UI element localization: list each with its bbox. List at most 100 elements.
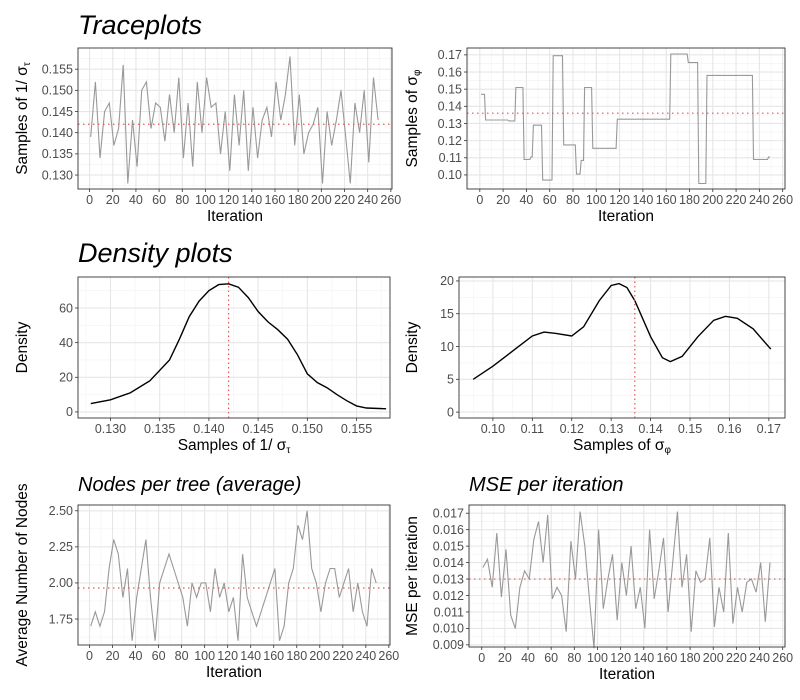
y-tick-label: 0.015: [433, 539, 464, 553]
x-tick-label: 20: [106, 193, 120, 207]
panel-background: [459, 277, 785, 418]
x-axis-title: Samples of σφ: [573, 437, 671, 456]
x-tick-label: 120: [218, 193, 239, 207]
panel-border: [458, 276, 786, 419]
panel-density_phi: 0.10 0.11 0.12 0.13 0.14 0.15 0.16 0.17 0 5 10 15 20…: [404, 274, 786, 456]
x-tick-label: 180: [288, 193, 309, 207]
panel-nodes: 0 20 40 60 80 100 120 140 160 180 200 220 240 260 1.75…: [14, 483, 399, 681]
y-tick-label: 0.155: [42, 62, 73, 76]
x-tick-label: 100: [586, 193, 607, 207]
y-tick-label: 0.12: [438, 134, 462, 148]
panel-background: [78, 505, 390, 645]
density-plots-title: Density plots: [78, 238, 233, 268]
panel-border: [77, 276, 391, 419]
x-tick-label: 200: [702, 193, 723, 207]
x-tick-label: 60: [544, 651, 558, 665]
x-tick-label: 0.140: [193, 422, 224, 436]
x-tick-label: 180: [679, 193, 700, 207]
panel-trace_phi: 0 20 40 60 80 100 120 140 160 180 200 220 240 260 0.10…: [404, 47, 793, 225]
y-tick-label: 0.009: [433, 638, 464, 652]
y-tick-label: 0.012: [433, 589, 464, 603]
mse-panel-title: MSE per iteration: [469, 474, 624, 496]
y-axis-title: Samples of σφ: [404, 69, 423, 167]
x-tick-label: 0.155: [341, 422, 372, 436]
x-tick-label: 0: [86, 649, 93, 663]
y-tick-label: 0.15: [438, 82, 462, 96]
x-tick-label: 120: [610, 651, 631, 665]
x-tick-label: 140: [241, 193, 262, 207]
x-tick-label: 20: [106, 649, 120, 663]
y-tick-label: 10: [440, 340, 454, 354]
x-tick-label: 240: [749, 193, 770, 207]
x-tick-label: 80: [566, 193, 580, 207]
x-tick-label: 0: [86, 193, 93, 207]
data-line: [90, 283, 387, 410]
x-tick-label: 180: [286, 649, 307, 663]
y-axis-title: MSE per iteration: [404, 516, 421, 636]
x-axis-title: Samples of 1/ στ: [178, 437, 291, 456]
panel-trace_tau: 0 20 40 60 80 100 120 140 160 180 200 220 240 260 0.13…: [14, 47, 401, 225]
x-tick-label: 240: [357, 193, 378, 207]
data-line: [482, 511, 771, 649]
x-tick-label: 200: [703, 651, 724, 665]
x-tick-label: 160: [265, 193, 286, 207]
x-tick-label: 60: [152, 649, 166, 663]
y-tick-label: 0: [447, 405, 454, 419]
y-tick-label: 0.014: [433, 556, 464, 570]
panel-background: [78, 277, 390, 418]
x-tick-label: 260: [378, 649, 399, 663]
panel-background: [469, 505, 785, 647]
y-tick-label: 0.130: [42, 168, 73, 182]
x-tick-label: 80: [567, 651, 581, 665]
traceplots-title: Traceplots: [78, 10, 203, 40]
y-tick-label: 0.10: [438, 168, 462, 182]
y-tick-label: 0.140: [42, 126, 73, 140]
x-axis-title: Iteration: [206, 664, 262, 681]
y-tick-label: 20: [59, 371, 73, 385]
y-tick-label: 0.011: [434, 605, 464, 619]
x-tick-label: 0.135: [144, 422, 175, 436]
x-tick-label: 260: [380, 193, 401, 207]
y-tick-label: 0.150: [42, 84, 73, 98]
data-line: [472, 282, 772, 380]
x-tick-label: 60: [152, 193, 166, 207]
y-tick-label: 15: [440, 307, 454, 321]
y-tick-label: 0.17: [438, 48, 462, 62]
x-tick-label: 0.16: [717, 422, 741, 436]
x-tick-label: 200: [309, 649, 330, 663]
x-tick-label: 0.13: [599, 422, 623, 436]
x-tick-label: 0.14: [638, 422, 662, 436]
x-tick-label: 120: [609, 193, 630, 207]
y-tick-label: 0.14: [438, 100, 462, 114]
x-tick-label: 40: [129, 649, 143, 663]
panel-border: [77, 47, 393, 190]
y-tick-label: 2.50: [49, 504, 73, 518]
x-axis-title: Iteration: [599, 666, 655, 683]
x-tick-label: 240: [749, 651, 770, 665]
x-tick-label: 220: [726, 651, 747, 665]
x-tick-label: 0.17: [757, 422, 781, 436]
x-tick-label: 220: [332, 649, 353, 663]
x-tick-label: 60: [543, 193, 557, 207]
data-line: [90, 56, 379, 184]
x-tick-label: 160: [263, 649, 284, 663]
x-tick-label: 40: [519, 193, 533, 207]
panel-border: [468, 504, 786, 648]
x-tick-label: 20: [498, 651, 512, 665]
y-tick-label: 0.013: [433, 572, 464, 586]
x-tick-label: 240: [355, 649, 376, 663]
x-tick-label: 0.130: [95, 422, 126, 436]
panel-border: [466, 47, 786, 190]
x-tick-label: 220: [726, 193, 747, 207]
x-tick-label: 180: [680, 651, 701, 665]
x-tick-label: 0.145: [242, 422, 273, 436]
x-tick-label: 140: [633, 651, 654, 665]
panel-mse: 0 20 40 60 80 100 120 140 160 180 200 220 240 260 0.00…: [404, 504, 793, 683]
y-axis-title: Density: [404, 321, 421, 373]
y-axis-title: Samples of 1/ στ: [14, 62, 33, 175]
y-tick-label: 0.16: [438, 65, 462, 79]
y-tick-label: 5: [447, 373, 454, 387]
x-tick-label: 140: [240, 649, 261, 663]
x-tick-label: 260: [772, 193, 793, 207]
x-tick-label: 0.11: [521, 422, 544, 436]
